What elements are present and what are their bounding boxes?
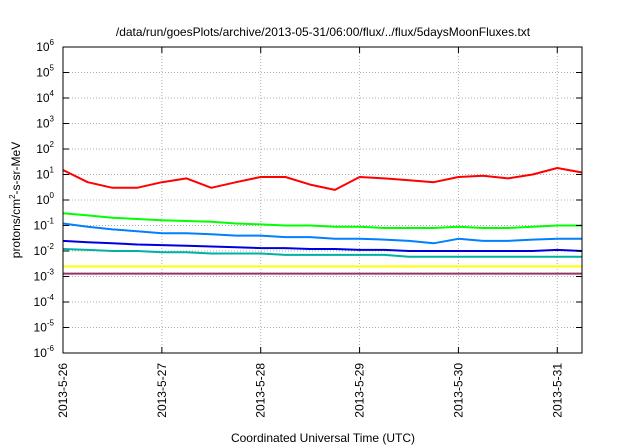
y-axis-title-pre: protons/cm — [9, 199, 23, 258]
y-tick-label: 103 — [36, 115, 54, 131]
y-tick-label: 10-2 — [34, 242, 55, 258]
y-tick-label: 106 — [36, 38, 54, 54]
x-axis-title: Coordinated Universal Time (UTC) — [231, 431, 415, 445]
chart-title: /data/run/goesPlots/archive/2013-05-31/0… — [116, 25, 531, 39]
series-line-5 — [62, 248, 582, 258]
tick-layer: 10-6 10-5 10-4 10-3 10-2 10-1 100 101 102 103 104 1… — [34, 38, 582, 418]
y-tick-label: 10-6 — [34, 344, 55, 360]
y-tick-label: 104 — [36, 89, 54, 105]
x-tick-label: 2013-5-27 — [155, 363, 169, 418]
y-tick-label: 102 — [36, 140, 54, 156]
y-tick-label: 100 — [36, 191, 54, 207]
y-tick-label: 10-1 — [34, 217, 55, 233]
y-tick-label: 105 — [36, 64, 54, 80]
series-line-3 — [62, 222, 582, 245]
series-line-2 — [62, 212, 582, 229]
y-axis-title-post: -s-sr-MeV — [9, 142, 23, 195]
y-axis-title-sup: 2 — [8, 194, 17, 199]
series-layer — [62, 167, 583, 275]
x-tick-label: 2013-5-29 — [353, 363, 367, 418]
y-tick-label: 10-4 — [34, 293, 55, 309]
y-tick-label: 101 — [36, 166, 54, 182]
x-tick-label: 2013-5-26 — [56, 363, 70, 418]
series-line-1 — [62, 167, 583, 191]
series-line-4 — [62, 239, 583, 252]
y-axis-title: protons/cm2-s-sr-MeV — [8, 142, 23, 258]
x-tick-label: 2013-5-30 — [451, 363, 465, 418]
y-tick-label: 10-5 — [34, 319, 55, 335]
y-tick-label: 10-3 — [34, 268, 55, 284]
x-tick-label: 2013-5-28 — [254, 363, 268, 418]
grid-layer — [63, 47, 582, 353]
x-tick-label: 2013-5-31 — [550, 363, 564, 418]
